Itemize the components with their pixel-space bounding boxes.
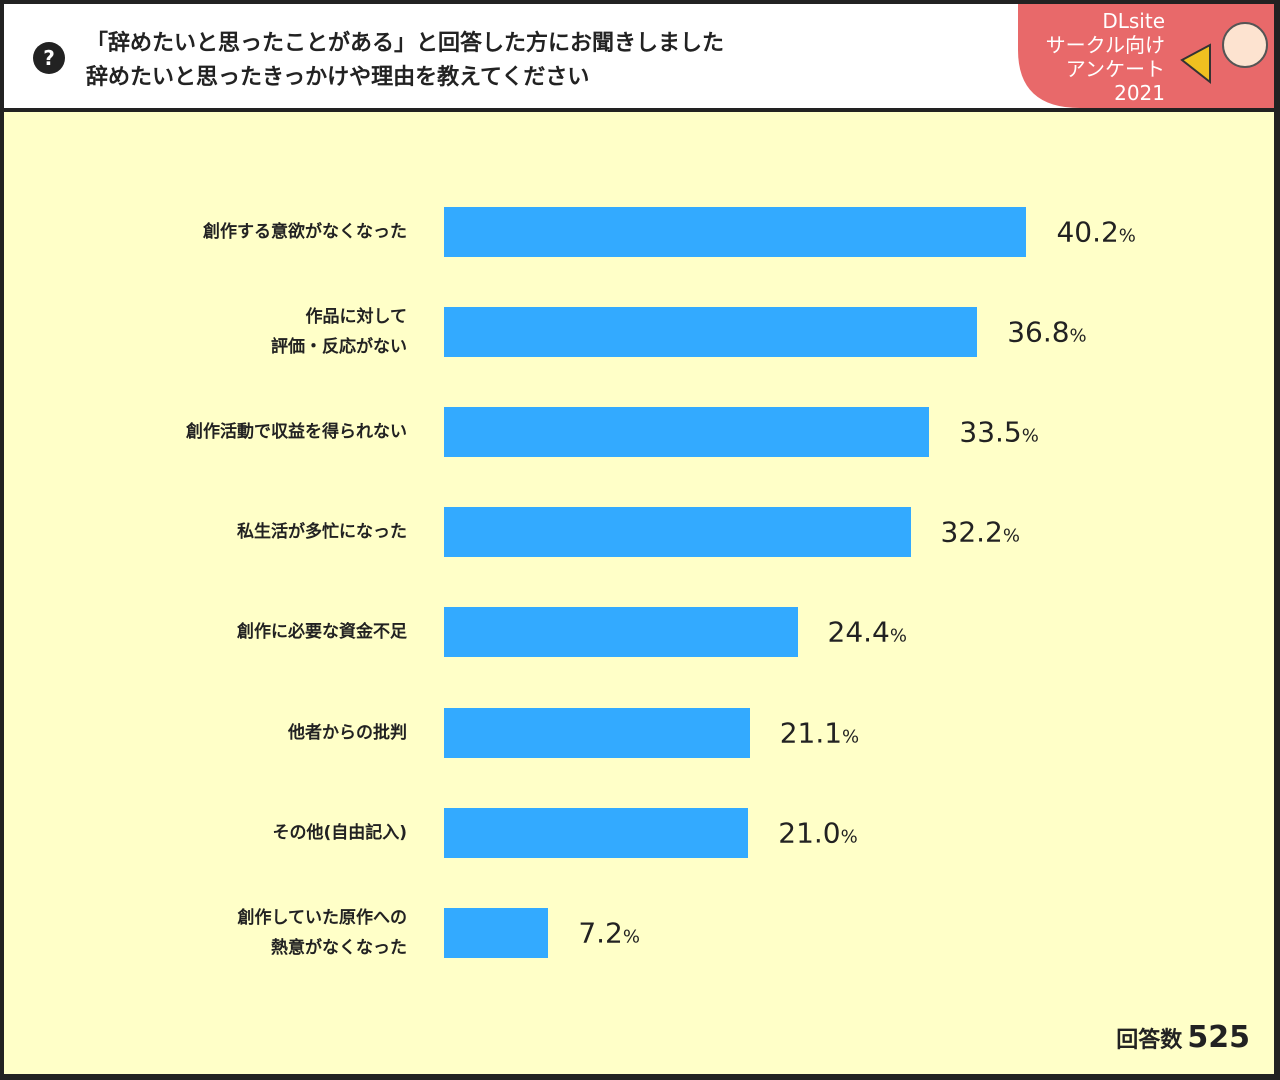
category-label: その他(自由記入) <box>272 822 407 843</box>
respondents-label: 回答数 <box>1116 1028 1183 1053</box>
value-label: 24.4% <box>828 616 907 649</box>
value-label: 33.5% <box>959 416 1038 449</box>
category-label: 他者からの批判 <box>288 722 407 743</box>
bar <box>444 507 911 558</box>
value-unit: % <box>842 726 860 747</box>
category-label: 創作していた原作への 熱意がなくなった <box>237 907 408 958</box>
badge-text: DLsite <box>1102 9 1165 33</box>
value-unit: % <box>1118 225 1136 247</box>
megaphone <box>1180 43 1211 85</box>
value-unit: % <box>1002 525 1020 547</box>
icon-text: ? <box>43 46 55 70</box>
bar <box>444 207 1027 257</box>
bar <box>444 807 749 858</box>
header-graphics: ? DLsite サークル向け アンケート 2021 「辞めたいと思ったことがあ… <box>33 4 1274 108</box>
value-unit: % <box>1021 425 1039 447</box>
badge-text: サークル向け <box>1046 33 1165 57</box>
bar <box>444 707 750 758</box>
respondents-count: 525 <box>1187 1020 1250 1055</box>
bar <box>444 307 978 358</box>
value-label: 40.2% <box>1056 216 1135 249</box>
value-number: 32.2 <box>940 515 1003 549</box>
category-label: 私生活が多忙になった <box>237 522 407 543</box>
respondents: 回答数 525 <box>1116 1020 1250 1055</box>
value-number: 33.5 <box>959 415 1022 449</box>
value-label: 7.2% <box>578 916 640 949</box>
value-number: 24.4 <box>827 615 890 649</box>
value-unit: % <box>840 826 858 848</box>
bar <box>444 607 798 658</box>
value-label: 21.1% <box>780 716 859 749</box>
title-line: 辞めたいと思ったきっかけや理由を教えてください <box>86 64 589 90</box>
value-unit: % <box>889 625 907 647</box>
title-line: 「辞めたいと思ったことがある」と回答した方にお聞きしました <box>86 30 724 56</box>
category-label: 創作する意欲がなくなった <box>203 222 407 242</box>
bar <box>444 907 549 958</box>
value-unit: % <box>1069 325 1087 347</box>
category-label: 創作に必要な資金不足 <box>237 622 407 643</box>
question-icon <box>33 42 65 74</box>
value-number: 21.1 <box>779 716 843 749</box>
category-label: 作品に対して 評価・反応がない <box>271 307 407 358</box>
value-number: 40.2 <box>1056 215 1119 249</box>
value-number: 7.2 <box>578 916 623 950</box>
value-label: 32.2% <box>941 516 1020 549</box>
value-label: 21.0% <box>778 816 857 849</box>
badge-text: 2021 <box>1114 81 1165 105</box>
value-number: 36.8 <box>1007 315 1070 349</box>
mascot <box>1222 22 1268 68</box>
badge-text: アンケート <box>1066 57 1165 81</box>
value-number: 21.0 <box>778 816 841 850</box>
bar <box>444 407 930 458</box>
category-label: 創作活動で収益を得られない <box>186 422 407 443</box>
value-label: 36.8% <box>1007 316 1086 349</box>
value-unit: % <box>622 926 640 948</box>
